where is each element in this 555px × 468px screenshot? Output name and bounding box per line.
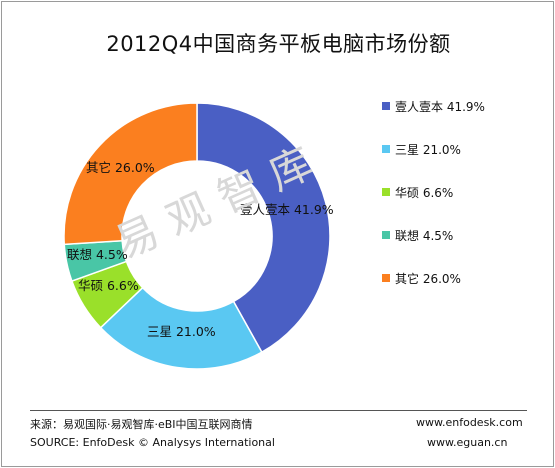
footer-source-cn: 来源：易观国际·易观智库·eBI中国互联网商情 bbox=[30, 418, 253, 431]
slice-label-3: 联想 4.5% bbox=[67, 247, 128, 262]
slice-label-1: 三星 21.0% bbox=[147, 324, 216, 339]
footer-source-en: SOURCE: EnfoDesk © Analysys Internationa… bbox=[30, 436, 275, 449]
legend-swatch-0 bbox=[382, 102, 390, 110]
legend-swatch-4 bbox=[382, 274, 390, 282]
slice-label-2: 华硕 6.6% bbox=[78, 278, 139, 293]
footer-site-eguan[interactable]: www.eguan.cn bbox=[427, 436, 508, 449]
legend-swatch-2 bbox=[382, 188, 390, 196]
donut-chart: 壹人壹本 41.9% 三星 21.0% 华硕 6.6% 联想 4.5% 其它 26.0% bbox=[63, 102, 334, 370]
donut-slice-1 bbox=[99, 286, 263, 370]
footer-site-enfodesk[interactable]: www.enfodesk.com bbox=[416, 416, 523, 429]
legend-label-4: 其它 26.0% bbox=[395, 272, 461, 286]
chart-title: 2012Q4中国商务平板电脑市场份额 bbox=[106, 32, 451, 56]
legend-swatch-3 bbox=[382, 231, 390, 239]
legend-label-1: 三星 21.0% bbox=[395, 143, 461, 157]
legend-label-3: 联想 4.5% bbox=[395, 229, 454, 243]
donut-slice-4 bbox=[63, 102, 198, 246]
legend-swatch-1 bbox=[382, 145, 390, 153]
footer-divider bbox=[30, 410, 527, 411]
donut-slice-0 bbox=[196, 102, 331, 354]
legend-label-2: 华硕 6.6% bbox=[395, 186, 454, 200]
legend-label-0: 壹人壹本 41.9% bbox=[395, 100, 485, 114]
slice-label-4: 其它 26.0% bbox=[86, 160, 155, 175]
slice-label-0: 壹人壹本 41.9% bbox=[240, 202, 334, 217]
